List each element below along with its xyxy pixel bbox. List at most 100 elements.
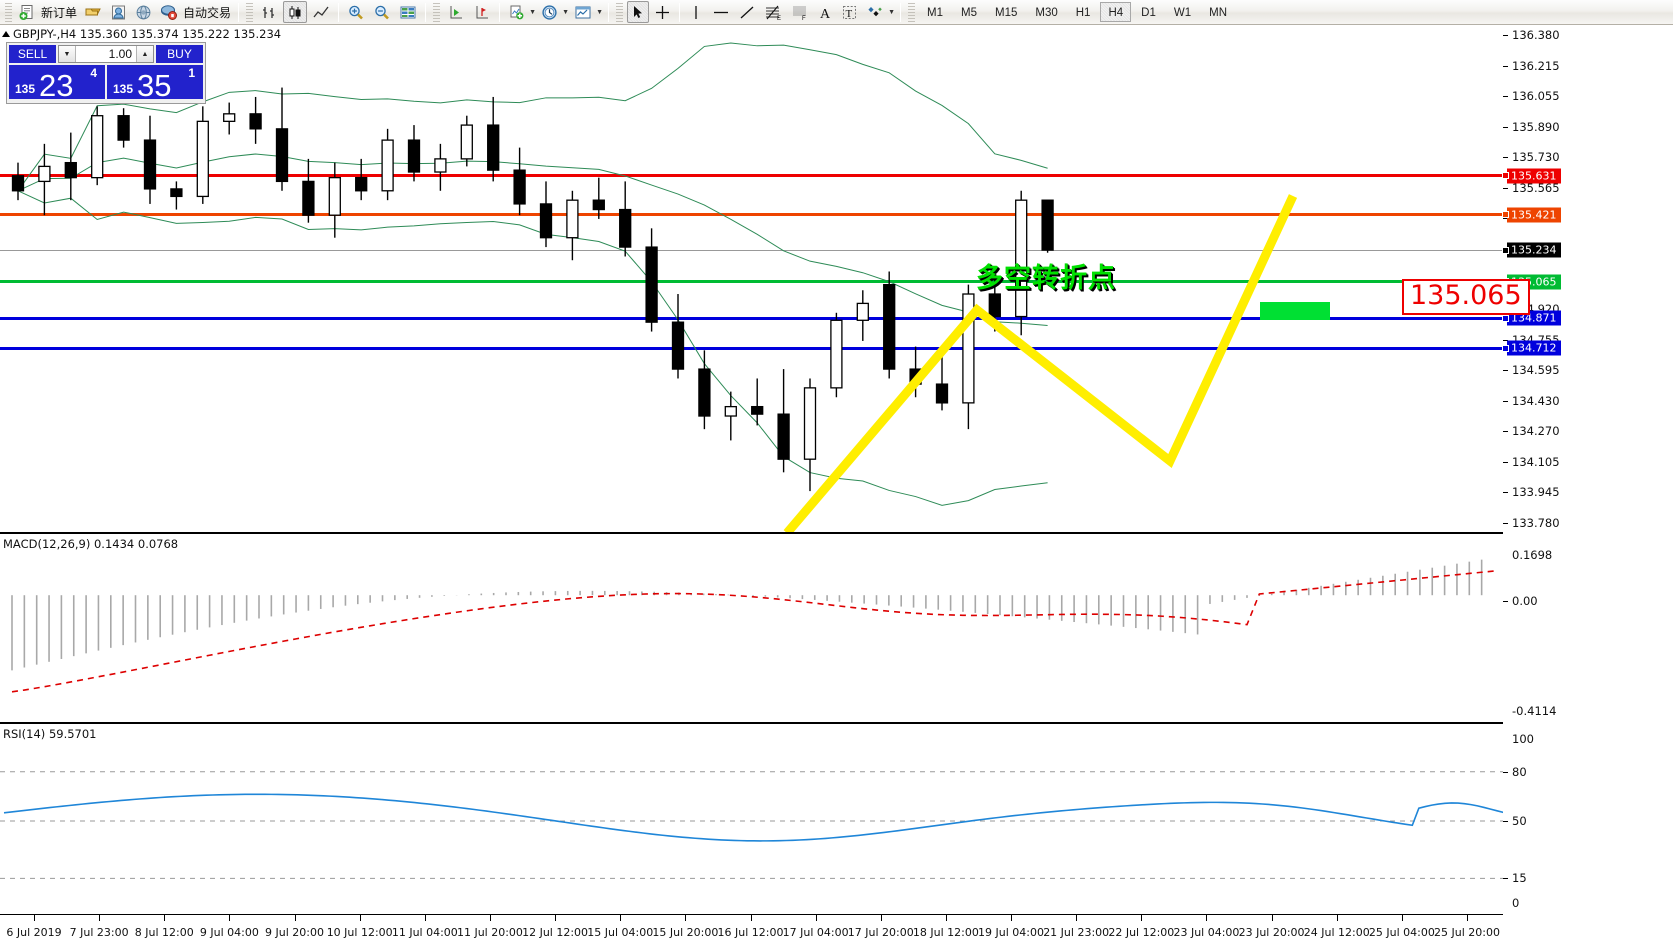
data-window-icon[interactable] bbox=[396, 1, 420, 23]
buy-price[interactable]: 135 35 1 bbox=[107, 65, 203, 103]
expert-advisor-icon[interactable] bbox=[157, 1, 181, 23]
timeframe-m5[interactable]: M5 bbox=[961, 6, 977, 19]
horizontal-level-line[interactable] bbox=[0, 174, 1503, 178]
price-tick-label: 133.945 bbox=[1512, 485, 1560, 500]
candle-body bbox=[91, 115, 104, 179]
timeframe-d1[interactable]: D1 bbox=[1141, 6, 1156, 19]
indicators-icon[interactable] bbox=[505, 1, 528, 23]
price-tag-resistance-line[interactable]: 135.421 bbox=[1502, 207, 1561, 223]
text-icon[interactable]: A bbox=[814, 1, 836, 23]
zoom-out-icon[interactable] bbox=[370, 1, 394, 23]
zoom-in-icon[interactable] bbox=[344, 1, 368, 23]
time-tick bbox=[685, 915, 687, 921]
price-tick-label: 136.215 bbox=[1512, 58, 1560, 73]
time-axis[interactable]: 6 Jul 2019 7 Jul 23:00 8 Jul 12:00 9 Jul 04… bbox=[0, 914, 1503, 949]
price-pane[interactable]: 136.380 136.215 136.055 135.890 135.730 135.5… bbox=[0, 25, 1673, 533]
line-chart-icon[interactable] bbox=[309, 1, 333, 23]
horizontal-line-icon[interactable] bbox=[709, 1, 733, 23]
horizontal-level-line[interactable] bbox=[0, 316, 1503, 320]
shapes-dropdown-arrow[interactable]: ▼ bbox=[888, 8, 895, 16]
one-click-trading-panel[interactable]: SELL ▼ 1.00 ▲ BUY 135 23 4 135 35 1 bbox=[6, 42, 206, 104]
buy-button[interactable]: BUY bbox=[156, 45, 203, 63]
globe-icon[interactable] bbox=[132, 1, 155, 23]
templates-icon[interactable] bbox=[571, 1, 595, 23]
toolbar-divider-2 bbox=[338, 2, 340, 22]
volume-value[interactable]: 1.00 bbox=[108, 47, 132, 61]
time-tick-label: 24 Jul 12:00 bbox=[1303, 926, 1370, 939]
auto-scroll-icon[interactable] bbox=[444, 1, 468, 23]
horizontal-level-line[interactable] bbox=[0, 346, 1503, 350]
toolbar-grip-4[interactable] bbox=[616, 2, 624, 22]
timeframe-m30[interactable]: M30 bbox=[1035, 6, 1058, 19]
rsi-axis[interactable]: 100 80 50 15 0 bbox=[1503, 725, 1673, 914]
price-tag-support-line[interactable]: 134.712 bbox=[1502, 340, 1561, 356]
new-order-icon[interactable] bbox=[16, 1, 39, 23]
price-tag-resistance-line[interactable]: 135.631 bbox=[1502, 168, 1561, 184]
price-axis[interactable]: 136.380 136.215 136.055 135.890 135.730 135.5… bbox=[1502, 25, 1673, 533]
macd-plot[interactable] bbox=[0, 535, 1503, 720]
timeframe-h4[interactable]: H4 bbox=[1100, 2, 1132, 22]
autotrading-label[interactable]: 自动交易 bbox=[183, 5, 232, 20]
folder-icon[interactable] bbox=[81, 1, 105, 23]
period-icon[interactable] bbox=[538, 1, 561, 23]
volume-increment-button[interactable]: ▲ bbox=[136, 46, 153, 62]
shapes-icon[interactable] bbox=[863, 1, 887, 23]
new-order-label[interactable]: 新订单 bbox=[41, 5, 78, 20]
price-tick-label: 136.380 bbox=[1512, 28, 1560, 42]
horizontal-level-line[interactable] bbox=[0, 213, 1503, 217]
pane-separator-1[interactable] bbox=[0, 532, 1503, 534]
rsi-plot[interactable] bbox=[0, 725, 1503, 914]
toolbar-grip-3[interactable] bbox=[433, 2, 441, 22]
time-tick-label: 12 Jul 12:00 bbox=[522, 926, 589, 939]
timeframe-w1[interactable]: W1 bbox=[1173, 6, 1192, 19]
text-label-icon[interactable]: T bbox=[838, 1, 861, 23]
trendline-icon[interactable] bbox=[735, 1, 759, 23]
toolbar-grip-2[interactable] bbox=[246, 2, 254, 22]
chart-shift-icon[interactable] bbox=[470, 1, 494, 23]
price-callout-label[interactable]: 135.065 bbox=[1402, 279, 1530, 315]
horizontal-level-line[interactable] bbox=[0, 280, 1503, 284]
fibonacci-icon[interactable]: E bbox=[761, 1, 786, 23]
time-tick-label: 8 Jul 12:00 bbox=[134, 926, 194, 939]
pane-separator-2[interactable] bbox=[0, 722, 1503, 724]
chart-annotation-text[interactable]: 多空转折点 bbox=[976, 263, 1116, 293]
cursor-icon[interactable] bbox=[627, 1, 650, 23]
macd-pane[interactable]: 0.1698 0.00 -0.4114 MACD(12,26,9) 0.1434 0… bbox=[0, 535, 1673, 720]
horizontal-level-line[interactable] bbox=[0, 249, 1503, 251]
indicators-dropdown-arrow[interactable]: ▼ bbox=[529, 8, 536, 16]
timeframe-h1[interactable]: H1 bbox=[1075, 6, 1091, 19]
bar-chart-icon[interactable] bbox=[257, 1, 281, 23]
rsi-pane[interactable]: 100 80 50 15 0 RSI(14) 59.5701 bbox=[0, 725, 1673, 914]
timeframe-mn[interactable]: MN bbox=[1209, 6, 1227, 19]
candle-body bbox=[487, 124, 500, 171]
period-dropdown-arrow[interactable]: ▼ bbox=[562, 8, 569, 16]
price-plot[interactable] bbox=[0, 25, 1503, 533]
sell-price[interactable]: 135 23 4 bbox=[9, 65, 105, 103]
symbol-header: GBPJPY-,H4 135.360 135.374 135.222 135.2… bbox=[2, 27, 281, 41]
toolbar-grip-5[interactable] bbox=[908, 2, 916, 22]
toolbar-grip[interactable] bbox=[5, 2, 12, 22]
crosshair-icon[interactable] bbox=[651, 1, 674, 23]
time-tick bbox=[815, 915, 817, 921]
timeframe-m15[interactable]: M15 bbox=[995, 6, 1018, 19]
sell-button[interactable]: SELL bbox=[9, 45, 56, 63]
collapse-triangle-icon[interactable] bbox=[2, 31, 10, 37]
candle-body bbox=[935, 383, 949, 404]
price-tick bbox=[1503, 126, 1508, 128]
macd-tick bbox=[1503, 600, 1508, 602]
chart-area[interactable]: 136.380 136.215 136.055 135.890 135.730 135.5… bbox=[0, 25, 1673, 949]
volume-decrement-button[interactable]: ▼ bbox=[59, 46, 76, 62]
equidistant-channel-icon[interactable]: F bbox=[788, 1, 812, 23]
time-tick bbox=[229, 915, 231, 921]
vertical-line-icon[interactable] bbox=[685, 1, 707, 23]
candlestick-chart-icon[interactable] bbox=[283, 1, 308, 23]
templates-dropdown-arrow[interactable]: ▼ bbox=[596, 8, 603, 16]
price-tag-current-price[interactable]: 135.234 bbox=[1502, 242, 1561, 258]
candle-body bbox=[909, 368, 922, 385]
profile-icon[interactable] bbox=[107, 1, 130, 23]
rsi-label: RSI(14) 59.5701 bbox=[3, 727, 97, 741]
timeframe-m1[interactable]: M1 bbox=[927, 6, 944, 19]
candle-body bbox=[883, 283, 896, 370]
macd-axis[interactable]: 0.1698 0.00 -0.4114 bbox=[1503, 535, 1673, 720]
volume-field[interactable]: ▼ 1.00 ▲ bbox=[58, 45, 154, 63]
